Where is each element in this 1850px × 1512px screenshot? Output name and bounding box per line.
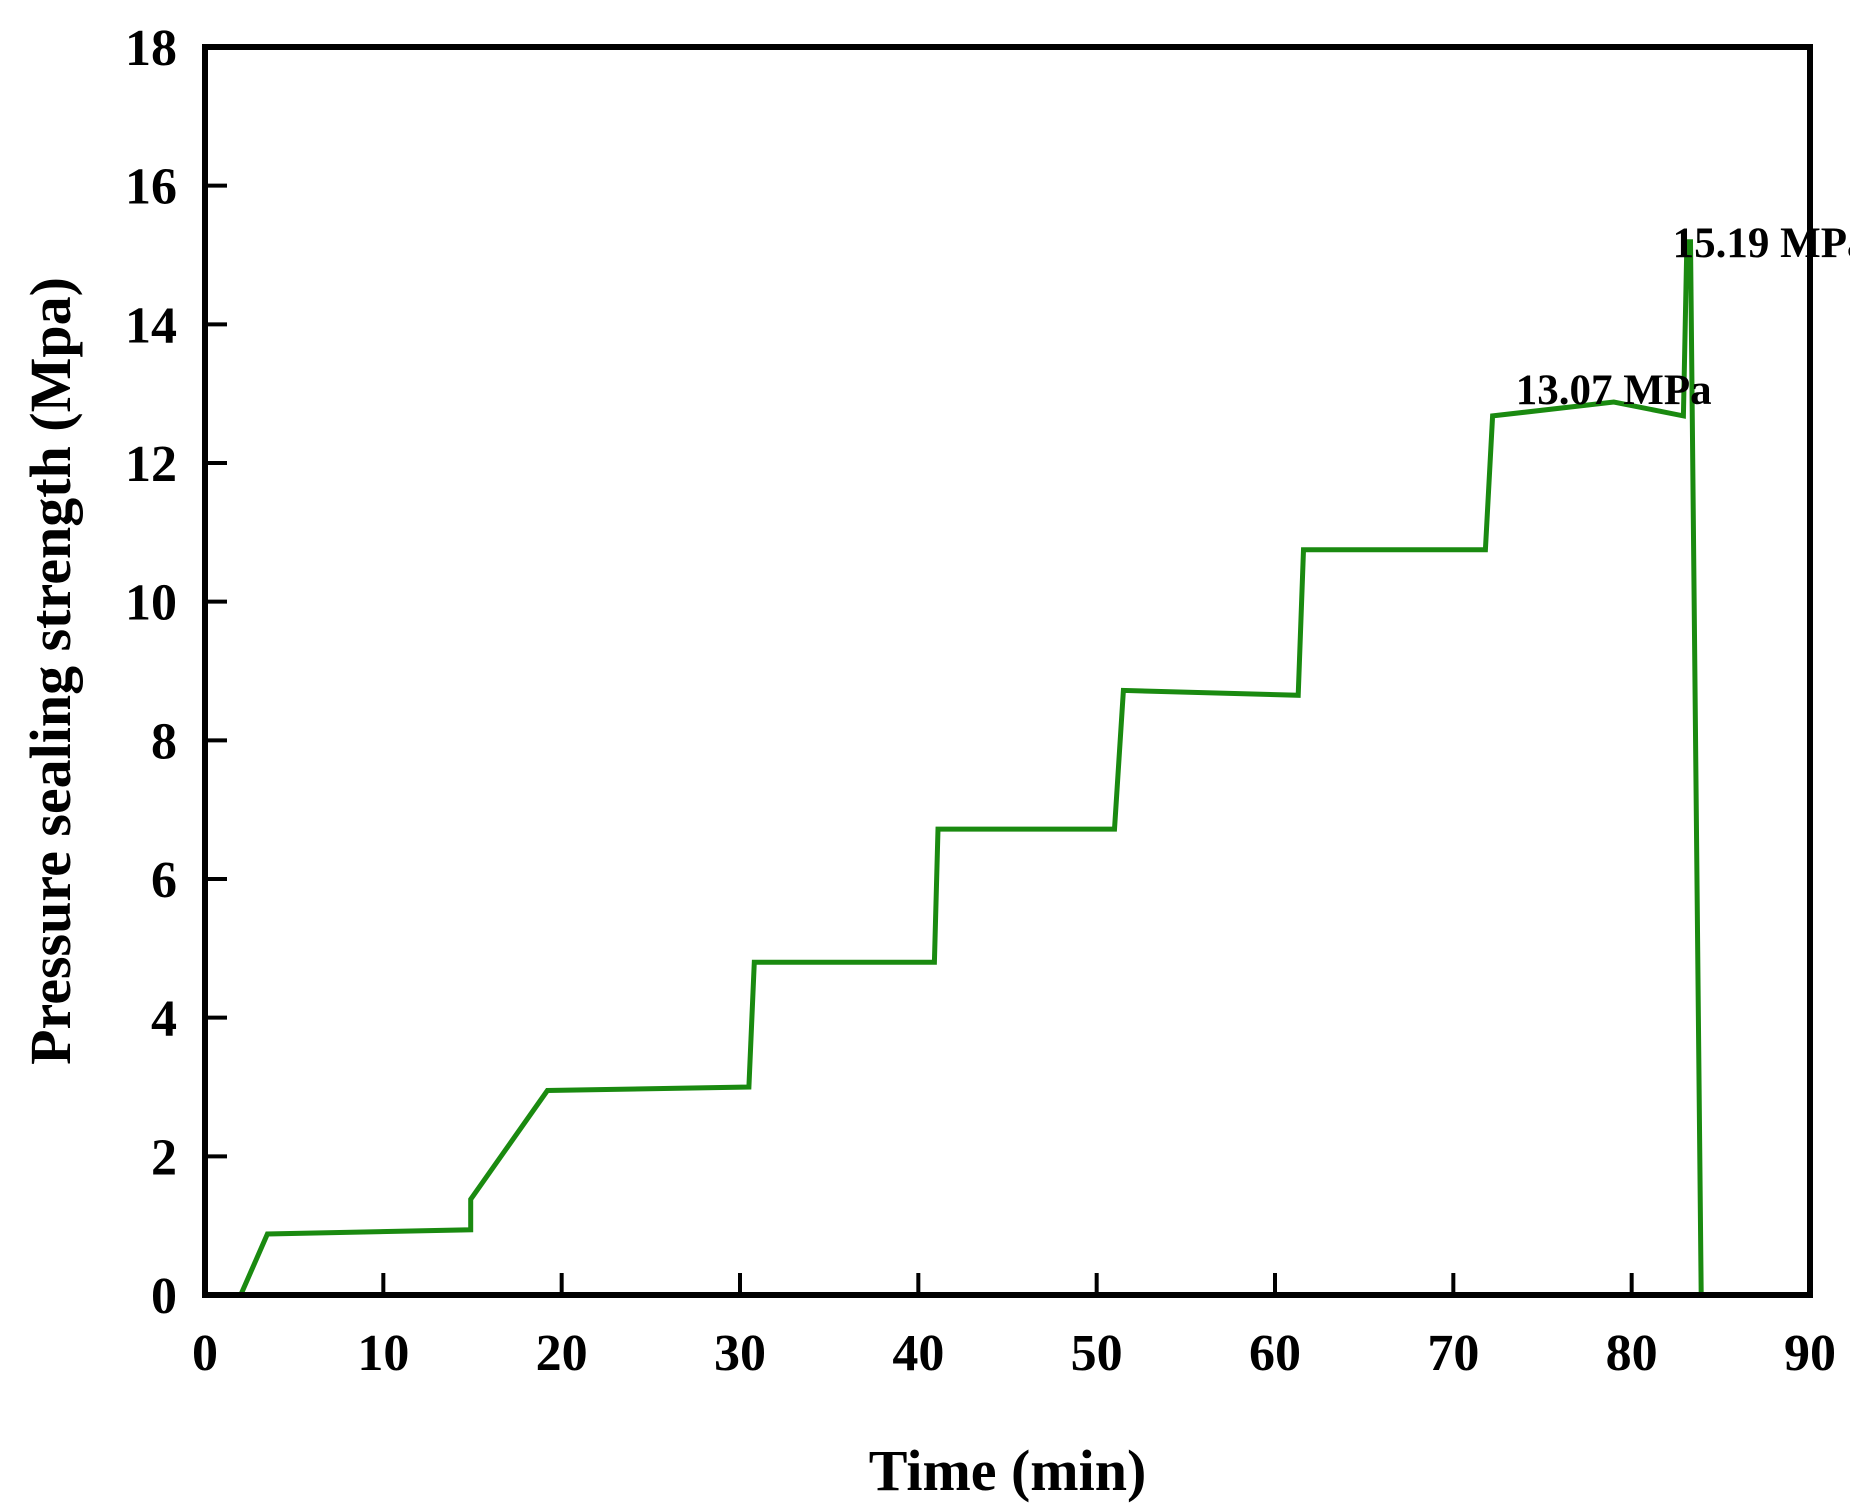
y-tick-label: 16	[125, 159, 177, 216]
y-tick-label: 6	[151, 852, 177, 909]
x-tick-label: 20	[536, 1325, 588, 1382]
x-tick-label: 80	[1606, 1325, 1658, 1382]
x-tick-label: 90	[1784, 1325, 1836, 1382]
x-axis-title: Time (min)	[869, 1438, 1147, 1503]
y-tick-label: 18	[125, 20, 177, 77]
y-tick-label: 2	[151, 1129, 177, 1186]
peak-annotation: 15.19 MPa	[1673, 220, 1850, 267]
ticks-layer	[205, 183, 1634, 1295]
annot-layer: 13.07 MPa 15.19 MPa	[1516, 220, 1850, 414]
y-tick-label: 0	[151, 1268, 177, 1325]
series-layer	[210, 239, 1704, 1298]
x-tick-label: 60	[1249, 1325, 1301, 1382]
x-tick-label: 10	[357, 1325, 409, 1382]
x-tick-label: 0	[192, 1325, 218, 1382]
x-tick-label: 40	[892, 1325, 944, 1382]
peak-annotation: 13.07 MPa	[1516, 367, 1712, 414]
y-tick-label: 4	[151, 991, 177, 1048]
y-tick-label: 10	[125, 575, 177, 632]
x-tick-label: 50	[1071, 1325, 1123, 1382]
labels-layer: 0 10 20 30 40 50 60 70 80 90 0 2 4 6 8 10 12 14 16 18	[125, 20, 1836, 1382]
plot-frame	[202, 44, 1813, 1298]
y-axis-title: Pressure sealing strength (Mpa)	[18, 277, 83, 1065]
y-tick-label: 14	[125, 297, 177, 354]
x-tick-label: 70	[1427, 1325, 1479, 1382]
y-tick-label: 8	[151, 713, 177, 770]
x-tick-label: 30	[714, 1325, 766, 1382]
series-line-1	[210, 239, 1704, 1298]
y-tick-label: 12	[125, 436, 177, 493]
